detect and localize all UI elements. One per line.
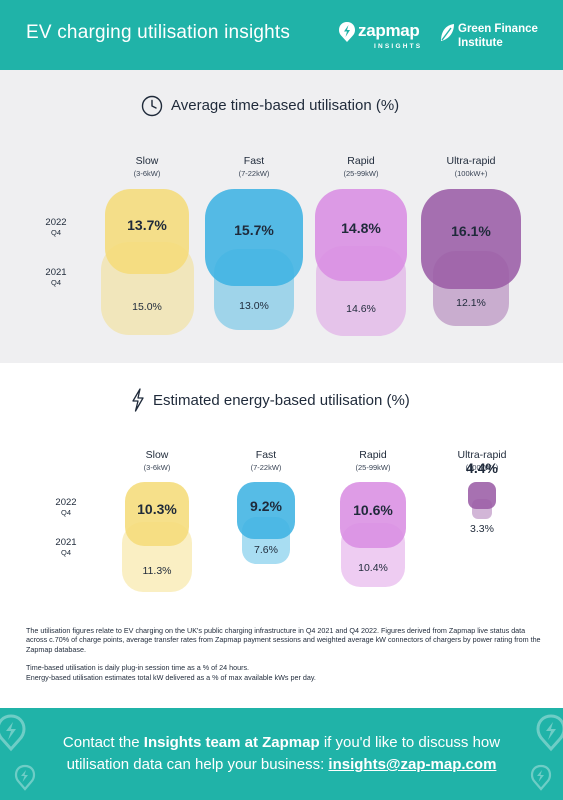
chart2-category-ultra-range: (100kW+) [465,463,499,472]
chart2-bar-2022-fast [237,482,295,540]
chart2-bar-2022-slow [125,482,189,546]
chart1-year-2022: 2022 Q4 [45,217,67,238]
chart1-category-slow-range: (3-6kW) [133,169,161,178]
zapmap-bolt-icon [339,22,355,42]
chart2-label-2022-slow: 10.3% [137,500,177,517]
chart2-title: Estimated energy-based utilisation (%) [153,392,410,409]
zapmap-insights-label: INSIGHTS [374,43,423,50]
gfi-name-line1: Green Finance [458,23,538,35]
chart1-bar-2022-slow [104,189,190,274]
chart1-category-fast-range: (7-22kW) [238,169,270,178]
footnote-energy-definition: Energy-based utilisation estimates total… [26,672,316,682]
chart2-label-2021-slow: 11.3% [142,564,172,577]
footnote-methodology: The utilisation figures relate to EV cha… [26,626,541,654]
chart2-label-2022-rapid: 10.6% [353,501,393,518]
chart1-category-rapid-range: (25-99kW) [343,169,379,178]
chart1-bar-2022-rapid [315,189,407,281]
footnote-time-definition: Time-based utilisation is daily plug-in … [26,663,250,673]
chart1-category-fast: Fast [243,155,265,167]
contact-line2: utilisation data can help your business:… [66,756,497,773]
leaf-icon [441,24,454,41]
chart2-category-rapid: Rapid [359,449,387,461]
header-bar: EV charging utilisation insights zapmap … [0,0,563,70]
chart1-label-2022-slow: 13.7% [127,216,167,233]
clock-icon [141,95,163,117]
green-finance-logo: Green Finance Institute [439,21,554,53]
decorative-bolt-small-icon [14,764,36,791]
chart2-category-ultra: Ultra-rapid [457,449,507,461]
chart1-label-2021-ultra: 12.1% [456,297,486,310]
chart2-label-2021-rapid: 10.4% [358,561,388,574]
chart2-category-fast: Fast [255,449,277,461]
chart2-category-slow: Slow [145,449,169,461]
footnotes: The utilisation figures relate to EV cha… [26,626,541,691]
decorative-bolt-right-icon [536,714,563,752]
chart1-label-2022-rapid: 14.8% [341,219,381,236]
contact-email-link[interactable]: insights@zap-map.com [328,756,497,773]
chart1-label-2022-fast: 15.7% [234,221,274,238]
chart2-label-2022-fast: 9.2% [250,497,282,514]
chart1-label-2021-slow: 15.0% [132,300,162,313]
chart1-label-2021-fast: 13.0% [239,299,269,312]
decorative-bolt-right-small-icon [530,764,552,791]
gfi-name-line2: Institute [458,37,503,49]
chart2-bar-2022-rapid [340,482,406,548]
chart1-year-2021: 2021 Q4 [45,267,67,288]
chart2-bar-2022-ultra [468,482,496,510]
chart2-category-rapid-range: (25-99kW) [355,463,391,472]
chart2-category-fast-range: (7-22kW) [250,463,282,472]
chart1-category-ultra-range: (100kW+) [454,169,488,178]
chart1-category-slow: Slow [135,155,159,167]
chart2-year-2022: 2022 Q4 [55,497,77,518]
chart1-bar-2022-fast [205,189,303,287]
chart1-category-ultra: Ultra-rapid [446,155,496,167]
chart1-title: Average time-based utilisation (%) [171,97,400,114]
chart1-category-rapid: Rapid [347,155,375,167]
contact-line1: Contact the Insights team at Zapmap if y… [62,734,501,751]
chart2-label-2022-ultra: 4.4% [466,460,498,476]
chart1-label-2021-rapid: 14.6% [346,303,376,316]
lightning-icon [132,388,144,412]
zapmap-wordmark: zapmap [358,21,420,40]
footer-bar: Contact the Insights team at Zapmap if y… [0,708,563,800]
page-title: EV charging utilisation insights [26,22,291,43]
chart2-year-2021: 2021 Q4 [55,537,77,558]
decorative-bolt-icon [0,714,26,752]
chart1-bar-2022-ultra [421,189,521,289]
chart2-label-2021-ultra: 3.3% [470,523,494,536]
chart1-label-2022-ultra: 16.1% [451,222,491,239]
zapmap-logo: zapmap INSIGHTS [338,20,430,52]
chart2-category-slow-range: (3-6kW) [143,463,171,472]
chart2-label-2021-fast: 7.6% [254,544,278,557]
